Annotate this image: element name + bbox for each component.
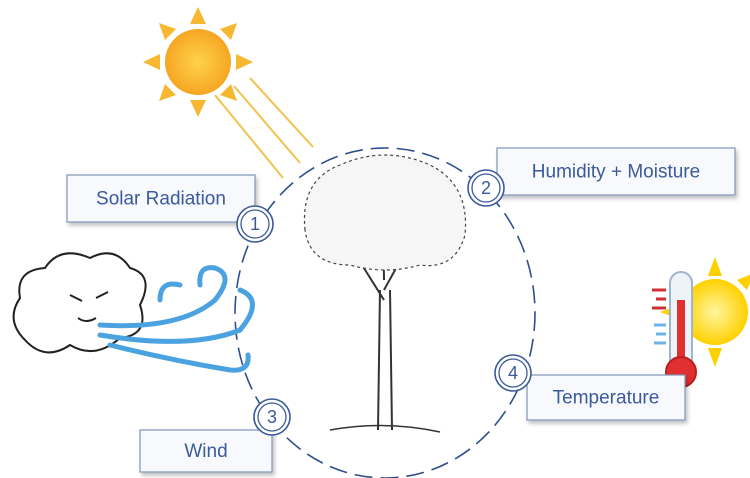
node-number: 1 <box>250 214 260 234</box>
wind-icon <box>14 253 253 370</box>
node-label: Solar Radiation <box>96 189 226 210</box>
node-number: 4 <box>508 363 518 383</box>
node-number: 2 <box>481 178 491 198</box>
sun-icon <box>143 7 313 178</box>
node-label: Wind <box>184 441 227 462</box>
diagram: Solar Radiation 1 Humidity + Moisture 2 Wind… <box>0 0 750 478</box>
tree-icon <box>304 155 465 432</box>
node-label: Humidity + Moisture <box>532 162 700 183</box>
temperature-icon <box>652 257 750 387</box>
node-label: Temperature <box>553 388 660 409</box>
node-number: 3 <box>267 407 277 427</box>
